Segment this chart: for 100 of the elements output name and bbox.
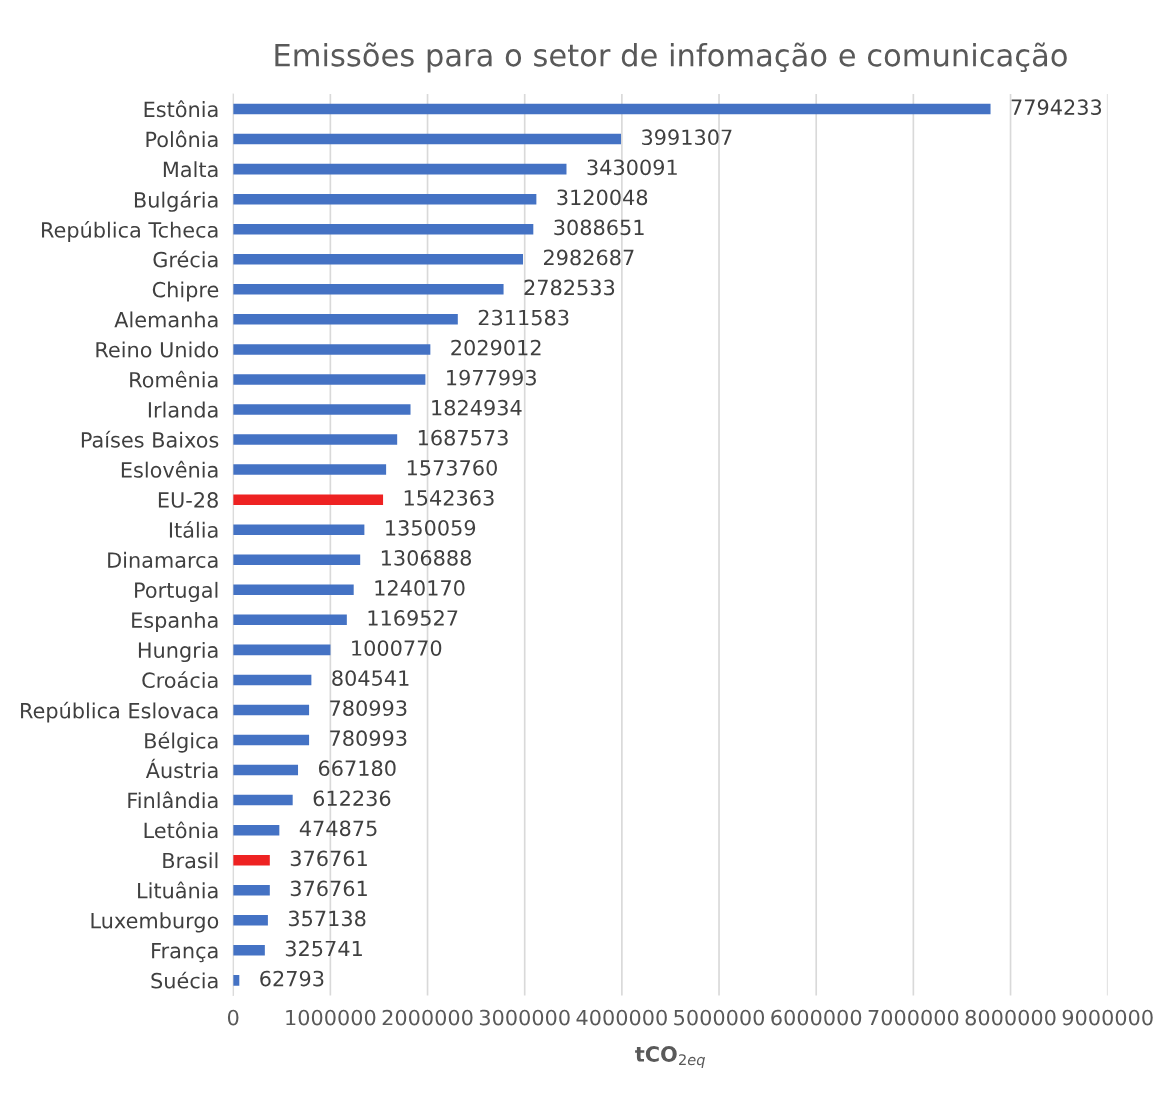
data-label: 325741 (285, 940, 362, 957)
bar (233, 464, 387, 475)
x-axis-title: tCO$_{2eq}$ (635, 1046, 705, 1068)
bar (233, 854, 270, 866)
x-tick-label: 8000000 (965, 1009, 1056, 1026)
data-label: 2982687 (543, 249, 634, 266)
bar (233, 764, 299, 776)
data-label: 3120048 (557, 189, 648, 206)
bar (233, 734, 310, 746)
data-label: 780993 (330, 700, 407, 716)
bar (233, 193, 537, 205)
y-tick-label: Países Baixos (81, 430, 219, 448)
data-label: 62793 (260, 970, 324, 987)
y-tick-label: Brasil (163, 852, 218, 869)
y-tick-label: Espanha (132, 611, 218, 633)
y-tick-label: Croácia (142, 671, 218, 689)
y-tick-label: Itália (169, 520, 218, 538)
y-tick-label: Chipre (152, 281, 219, 302)
bar (233, 133, 622, 145)
y-tick-label: Grécia (153, 250, 218, 268)
y-tick-label: Letônia (144, 821, 218, 839)
y-tick-label: França (152, 943, 218, 963)
data-label: 1350059 (386, 519, 476, 536)
y-tick-label: Lituânia (138, 881, 218, 899)
data-label: 1687573 (418, 429, 508, 446)
data-label: 2782533 (524, 279, 615, 296)
bar (233, 584, 354, 596)
data-label: 780993 (330, 730, 407, 747)
data-label: 1573760 (407, 459, 497, 476)
y-tick-label: Suécia (151, 971, 218, 989)
y-tick-label: República Tcheca (42, 220, 218, 242)
bar (233, 344, 431, 355)
y-tick-label: Malta (163, 161, 218, 178)
x-tick-label: 1000000 (286, 1009, 376, 1026)
y-tick-label: Romênia (130, 370, 218, 388)
y-tick-label: Áustria (145, 758, 218, 779)
data-label: 2311583 (478, 309, 569, 326)
x-tick-label: 0 (227, 1009, 239, 1026)
data-label: 376761 (290, 850, 367, 867)
data-label: 357138 (288, 910, 366, 927)
data-label: 1306888 (381, 550, 471, 566)
bar (233, 223, 534, 235)
y-tick-label: EU-28 (158, 492, 218, 508)
x-tick-label: 5000000 (674, 1009, 765, 1026)
bar (233, 824, 280, 836)
data-label: 1000770 (352, 640, 442, 656)
bar (233, 314, 458, 325)
y-tick-label: Luxemburgo (91, 912, 219, 933)
y-tick-label: Polônia (146, 130, 218, 148)
x-tick-label: 2000000 (382, 1009, 473, 1026)
bar (233, 103, 991, 115)
chart-title: Emissões para o setor de infomação e comunicação (275, 42, 1067, 73)
x-tick-label: 9000000 (1062, 1009, 1153, 1026)
bar (233, 644, 331, 656)
bar (233, 494, 384, 505)
bar (233, 554, 361, 565)
bar (233, 284, 504, 295)
y-tick-label: Hungria (138, 641, 218, 663)
x-tick-label: 3000000 (479, 1009, 570, 1026)
data-label: 3430091 (587, 159, 677, 176)
data-label: 1240170 (375, 580, 465, 596)
bar (233, 674, 312, 686)
data-label: 612236 (313, 790, 391, 807)
y-tick-label: Irlanda (148, 401, 218, 418)
data-label: 376761 (290, 880, 367, 897)
y-tick-label: Bulgária (134, 190, 218, 212)
data-label: 1824934 (432, 399, 522, 416)
y-tick-label: Eslovênia (121, 460, 218, 478)
x-tick-label: 4000000 (576, 1009, 667, 1026)
bar (233, 374, 426, 385)
y-tick-label: Portugal (135, 581, 218, 603)
data-label: 3088651 (554, 219, 644, 236)
data-label: 2029012 (451, 339, 541, 356)
bar (233, 434, 398, 445)
bar (233, 704, 310, 716)
x-tick-label: 6000000 (771, 1009, 862, 1026)
data-label: 7794233 (1011, 99, 1102, 116)
bar (233, 524, 365, 535)
y-tick-label: Reino Unido (96, 341, 219, 358)
bar (233, 884, 270, 896)
data-label: 3991307 (642, 129, 732, 146)
data-label: 1977993 (447, 369, 536, 386)
bar (233, 404, 411, 415)
bar (233, 163, 567, 175)
data-label: 1542363 (404, 489, 494, 506)
bar (233, 614, 347, 626)
bar (233, 915, 268, 926)
y-tick-label: Dinamarca (108, 551, 218, 568)
x-tick-label: 7000000 (868, 1009, 959, 1026)
y-tick-label: Estônia (144, 100, 218, 118)
data-label: 474875 (299, 820, 377, 837)
data-label: 1169527 (368, 610, 458, 626)
y-tick-label: Alemanha (114, 311, 218, 328)
y-tick-label: Bélgica (145, 731, 218, 753)
data-label: 804541 (332, 670, 409, 686)
bar (233, 254, 524, 265)
y-tick-label: Finlândia (128, 791, 218, 809)
data-label: 667180 (318, 760, 396, 777)
bar (233, 794, 293, 806)
y-tick-label: República Eslovaca (21, 701, 218, 723)
